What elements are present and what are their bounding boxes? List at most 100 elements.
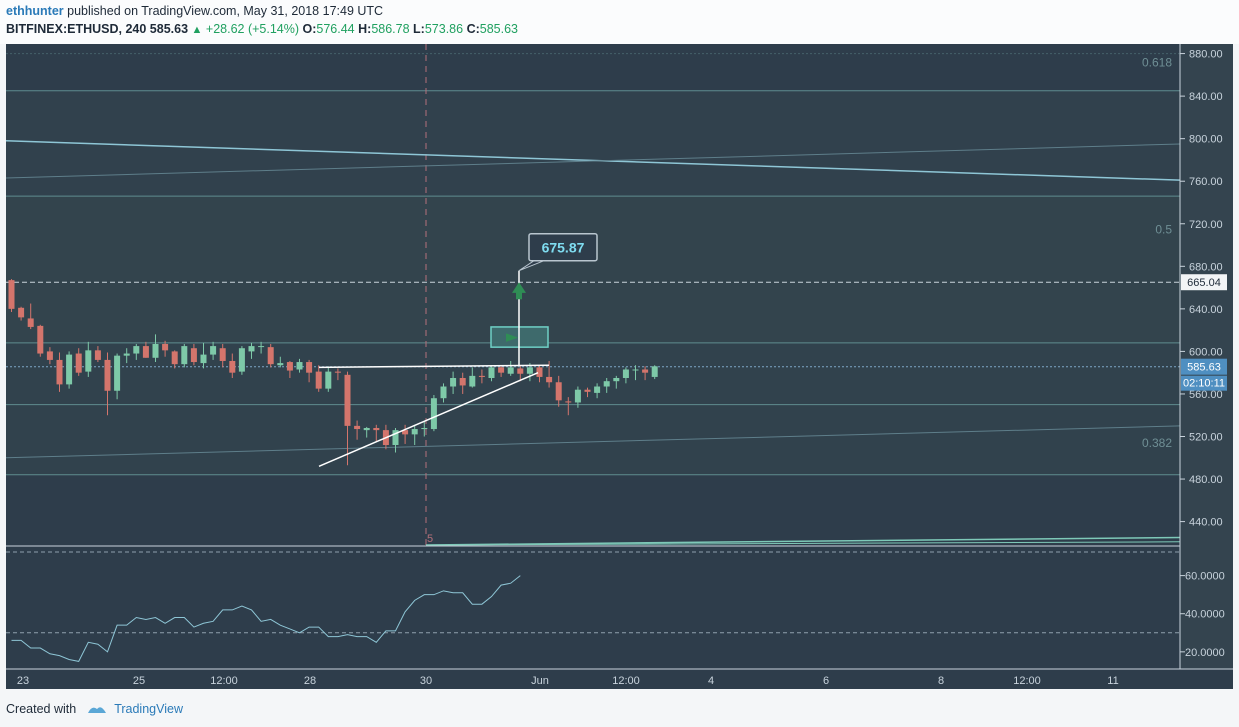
x-tick-label: 28 <box>304 675 316 687</box>
x-axis <box>6 669 1233 689</box>
candle <box>411 429 418 435</box>
candle <box>94 350 101 360</box>
candle <box>469 375 476 387</box>
x-tick-label: 30 <box>420 675 432 687</box>
price-chart[interactable]: 0.618 0.5 0.382 5 675.87 440.00 480.00 520.0… <box>6 44 1233 689</box>
candle <box>651 366 658 377</box>
price-callout: 675.87 <box>542 240 585 256</box>
x-tick-label: 6 <box>823 675 829 687</box>
candle <box>488 367 495 378</box>
tradingview-link[interactable]: TradingView <box>114 702 183 716</box>
arrow-up-icon <box>512 282 526 293</box>
candle <box>123 353 130 356</box>
candle <box>18 307 25 318</box>
y-tick-label: 640.00 <box>1189 304 1223 316</box>
candle <box>162 343 169 351</box>
up-arrow-icon: ▲ <box>191 24 203 36</box>
x-tick-label: 12:00 <box>612 675 640 687</box>
y-tick-label: 880.00 <box>1189 49 1223 61</box>
callout-box <box>528 232 598 262</box>
published-text: published on TradingView.com, May 31, 20… <box>67 4 384 18</box>
symbol: BITFINEX:ETHUSD, 240 <box>6 22 147 36</box>
candle <box>114 355 121 391</box>
candle <box>392 430 399 446</box>
candle <box>373 427 380 431</box>
x-tick-label: 8 <box>938 675 944 687</box>
candle <box>526 367 533 374</box>
candle <box>133 346 140 354</box>
candle <box>190 348 197 363</box>
candle <box>75 353 82 373</box>
l-value: 573.86 <box>424 22 464 36</box>
candle <box>603 381 610 387</box>
candle <box>152 343 159 358</box>
candle <box>210 346 217 355</box>
candle <box>402 430 409 435</box>
tradingview-logo-icon <box>88 707 107 713</box>
candle <box>8 280 15 309</box>
l-label: L: <box>413 22 425 36</box>
fib-label: 0.382 <box>1142 436 1172 450</box>
candle <box>66 354 73 385</box>
candle <box>450 378 457 387</box>
candle <box>37 325 44 354</box>
y-tick-label: 800.00 <box>1189 134 1223 146</box>
c-label: C: <box>466 22 480 36</box>
candle <box>594 386 601 393</box>
candle <box>248 346 255 352</box>
candle <box>286 362 293 371</box>
x-tick-label: 23 <box>17 675 29 687</box>
candle <box>142 346 149 358</box>
fib-label: 0.618 <box>1142 55 1172 69</box>
candle <box>536 367 543 377</box>
y-tick-label: 600.00 <box>1189 346 1223 358</box>
footer: Created with TradingView <box>6 702 183 716</box>
x-tick-label: 4 <box>708 675 714 687</box>
candle <box>104 359 111 391</box>
y-tick-label: 560.00 <box>1189 389 1223 401</box>
candle <box>622 369 629 378</box>
candle <box>267 347 274 365</box>
candle <box>296 362 303 370</box>
y-tick-label: 720.00 <box>1189 219 1223 231</box>
o-value: 576.44 <box>316 22 355 36</box>
author-link[interactable]: ethhunter <box>6 4 64 18</box>
candle <box>363 427 370 431</box>
countdown-tag-text: 02:10:11 <box>1183 378 1225 390</box>
countdown-tag <box>1181 375 1227 391</box>
fib-label: 0.5 <box>1155 222 1172 236</box>
rsi-line <box>11 575 521 662</box>
candle <box>478 375 485 377</box>
candle <box>306 362 313 373</box>
candle <box>229 360 236 373</box>
y-tick-label: 480.00 <box>1189 474 1223 486</box>
candle <box>440 386 447 399</box>
candle <box>498 367 505 373</box>
candle <box>334 371 341 373</box>
last-price-tag <box>1181 358 1227 375</box>
candle <box>238 348 245 372</box>
support-trendline <box>425 541 1181 546</box>
candle <box>27 318 34 327</box>
rsi-tick-label: 60.0000 <box>1185 571 1225 583</box>
last-price-tag-text: 585.63 <box>1187 362 1221 374</box>
x-tick-label: 12:00 <box>210 675 238 687</box>
candle <box>344 374 351 426</box>
rsi-tick-label: 20.0000 <box>1185 647 1225 659</box>
triangle-bottom-line <box>318 371 539 467</box>
candle <box>56 359 63 385</box>
support-trendline <box>425 536 1181 546</box>
y-tick-label: 840.00 <box>1189 91 1223 103</box>
c-value: 585.63 <box>479 22 518 36</box>
header: ethhunter published on TradingView.com, … <box>0 0 1239 44</box>
resistance-trendline <box>6 140 1181 181</box>
candle <box>421 427 428 430</box>
arrow-up-stem <box>516 289 522 300</box>
candle <box>277 363 284 366</box>
trendline <box>6 425 1181 459</box>
candle <box>555 382 562 401</box>
candle <box>613 378 620 382</box>
candle <box>85 350 92 372</box>
fib-zone <box>6 196 1180 343</box>
candle <box>459 378 466 386</box>
